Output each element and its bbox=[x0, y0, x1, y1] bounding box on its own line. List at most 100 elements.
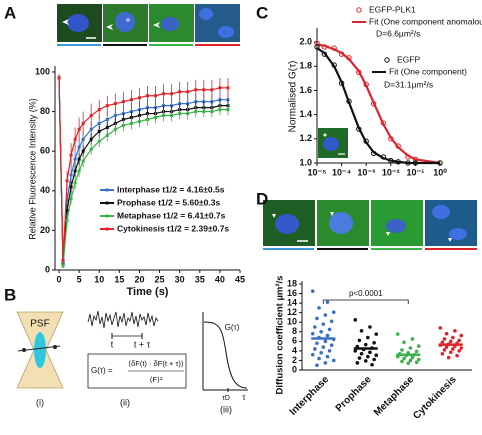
y-tick-label: 8 bbox=[292, 326, 297, 336]
data-point bbox=[414, 349, 419, 354]
data-point bbox=[81, 137, 85, 141]
data-point bbox=[69, 153, 73, 157]
step-label: (ii) bbox=[120, 397, 130, 407]
data-point bbox=[170, 92, 174, 96]
formula-denominator: ⟨F⟩² bbox=[150, 375, 163, 384]
data-point bbox=[400, 359, 404, 364]
data-point bbox=[455, 353, 459, 358]
data-point bbox=[442, 348, 447, 352]
y-tick-label: 16 bbox=[287, 288, 297, 298]
y-tick-label: 1.8 bbox=[299, 61, 312, 71]
data-point bbox=[186, 112, 190, 116]
data-point bbox=[137, 119, 141, 123]
data-point bbox=[226, 108, 230, 112]
y-tick-label: 1.4 bbox=[299, 109, 312, 119]
x-tick-label: 10⁻⁴ bbox=[332, 167, 351, 177]
data-point bbox=[408, 346, 413, 350]
x-tick-label: 5 bbox=[77, 274, 82, 284]
data-point bbox=[329, 319, 334, 324]
data-point bbox=[357, 356, 362, 360]
x-tick-label: 45 bbox=[235, 274, 245, 284]
legend-swatch bbox=[356, 7, 362, 13]
panel-label: A bbox=[4, 3, 16, 22]
data-point bbox=[440, 340, 445, 345]
data-point bbox=[89, 137, 93, 141]
y-tick-label: 6 bbox=[292, 336, 297, 346]
data-point bbox=[146, 94, 149, 98]
data-point bbox=[319, 329, 323, 334]
data-point bbox=[402, 340, 406, 345]
x-tick-label: Metaphase bbox=[372, 374, 417, 419]
data-point bbox=[444, 345, 449, 349]
data-point bbox=[325, 333, 330, 338]
data-point bbox=[170, 114, 174, 118]
data-point bbox=[162, 114, 166, 118]
data-point bbox=[315, 316, 319, 321]
data-point bbox=[317, 306, 321, 310]
y-tick-label: 12 bbox=[287, 307, 297, 317]
data-point bbox=[366, 354, 370, 359]
data-point bbox=[218, 86, 222, 90]
y-tick-label: 4 bbox=[292, 345, 297, 355]
data-point bbox=[129, 98, 133, 102]
y-tick-label: 2.0 bbox=[299, 36, 312, 46]
data-point bbox=[186, 90, 190, 94]
data-point bbox=[61, 258, 65, 262]
data-point bbox=[73, 157, 77, 161]
data-point bbox=[374, 332, 379, 336]
y-tick-label: 60 bbox=[40, 146, 50, 156]
data-point bbox=[372, 340, 376, 345]
inset-image bbox=[318, 128, 348, 158]
data-point bbox=[321, 322, 326, 326]
data-point bbox=[105, 133, 109, 137]
data-point bbox=[77, 127, 81, 131]
y-tick-label: 1.0 bbox=[299, 157, 312, 167]
legend-label: Interphase t1/2 = 4.16±0.5s bbox=[117, 184, 225, 194]
data-point bbox=[353, 318, 358, 322]
y-tick-label: 20 bbox=[40, 225, 50, 235]
data-point bbox=[310, 352, 315, 357]
data-point bbox=[400, 348, 404, 352]
data-point bbox=[359, 351, 364, 356]
data-point bbox=[61, 264, 65, 268]
data-point bbox=[323, 313, 328, 317]
data-point bbox=[81, 159, 85, 163]
data-point bbox=[162, 92, 166, 96]
data-point bbox=[448, 350, 453, 355]
data-point bbox=[372, 357, 376, 362]
series-line bbox=[316, 43, 441, 165]
annotation: D=6.6µm²/s bbox=[376, 28, 420, 38]
legend-swatch bbox=[384, 57, 390, 63]
data-point bbox=[325, 354, 330, 359]
data-point bbox=[121, 123, 125, 127]
data-point bbox=[97, 139, 101, 143]
data-point bbox=[178, 112, 182, 116]
data-point bbox=[105, 117, 109, 121]
panel-label: C bbox=[256, 3, 268, 22]
x-tick-label: 10⁰ bbox=[433, 167, 447, 177]
legend-swatch bbox=[105, 188, 109, 192]
data-point bbox=[73, 137, 77, 141]
data-point bbox=[313, 325, 317, 329]
y-tick-label: 0 bbox=[45, 264, 50, 274]
data-point bbox=[129, 121, 133, 125]
data-point bbox=[313, 347, 317, 351]
y-tick-label: 1.6 bbox=[299, 85, 312, 95]
data-point bbox=[69, 197, 73, 201]
series-line bbox=[58, 77, 228, 263]
data-point bbox=[440, 351, 445, 356]
data-point bbox=[363, 359, 368, 363]
micrographs-a bbox=[57, 4, 240, 46]
data-point bbox=[414, 360, 419, 365]
x-tick-label: 35 bbox=[195, 274, 205, 284]
data-point bbox=[446, 355, 451, 360]
x-tick-label: 15 bbox=[114, 274, 124, 284]
legend-label: Fit (One component anomalous) bbox=[369, 16, 482, 26]
data-point bbox=[65, 199, 69, 203]
data-point bbox=[210, 88, 214, 92]
data-point bbox=[137, 96, 141, 100]
x-tick-label: 25 bbox=[155, 274, 165, 284]
x-tick-label: 10⁻¹ bbox=[407, 167, 425, 177]
step-label: (iii) bbox=[220, 404, 232, 414]
step-label: (i) bbox=[36, 397, 44, 407]
